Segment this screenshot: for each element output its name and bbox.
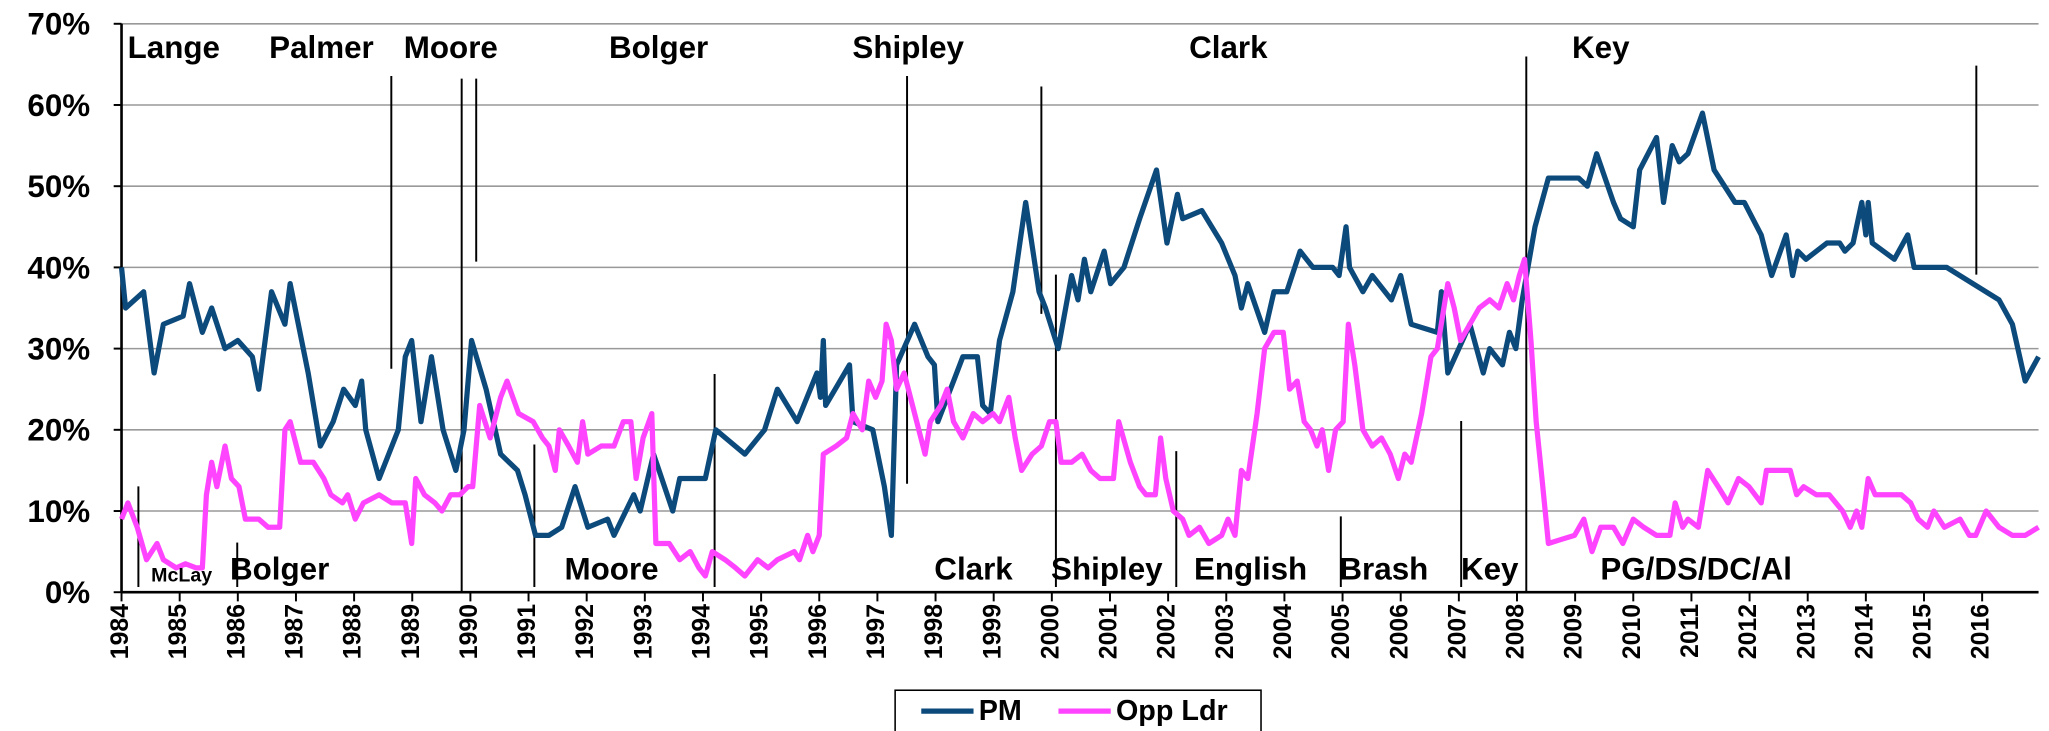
y-tick-label: 10%: [27, 494, 90, 529]
legend-label: Opp Ldr: [1116, 695, 1228, 727]
x-tick-label: 2006: [1386, 604, 1413, 659]
x-tick-label: 1987: [282, 604, 309, 659]
leader-label: Shipley: [852, 30, 964, 65]
x-tick-label: 1993: [630, 604, 657, 659]
x-tick-label: 2000: [1037, 604, 1064, 659]
y-tick-label: 50%: [27, 169, 90, 204]
leader-label: PG/DS/DC/Al: [1600, 552, 1792, 587]
x-tick-label: 2009: [1561, 604, 1588, 659]
x-tick-label: 2012: [1735, 604, 1762, 659]
x-tick-label: 2001: [1096, 604, 1123, 659]
leader-label: English: [1194, 552, 1307, 587]
x-tick-label: 1992: [572, 604, 599, 659]
y-tick-label: 40%: [27, 250, 90, 285]
series-line: [118, 110, 2041, 538]
leader-label: Bolger: [609, 30, 708, 65]
series-line: [119, 256, 2040, 579]
x-tick-label: 2011: [1677, 604, 1704, 658]
leader-label: Clark: [934, 552, 1013, 587]
x-tick-label: 2010: [1619, 604, 1646, 659]
x-tick-label: 1997: [863, 604, 890, 659]
x-tick-label: 1984: [107, 604, 134, 659]
leader-label: Moore: [404, 30, 498, 65]
leader-label: Bolger: [230, 552, 329, 587]
leader-label: Lange: [128, 30, 220, 65]
y-tick-label: 30%: [27, 332, 90, 367]
leader-label: Shipley: [1051, 552, 1163, 587]
x-tick-label: 1994: [689, 604, 716, 659]
plot: [118, 56, 2041, 593]
leader-label: Moore: [565, 552, 659, 587]
x-tick-label: 1998: [921, 604, 948, 659]
legend: PM Opp Ldr: [894, 689, 1262, 731]
leader-label: Palmer: [269, 30, 374, 65]
x-tick-label: 1989: [398, 604, 425, 659]
x-tick-label: 1985: [165, 604, 192, 659]
x-tick-label: 2002: [1154, 604, 1181, 659]
x-tick-label: 2016: [1968, 604, 1995, 659]
x-tick-label: 1988: [340, 604, 367, 659]
x-tick-label: 2015: [1910, 604, 1937, 659]
y-tick-label: 60%: [27, 88, 90, 123]
x-tick-label: 2008: [1503, 604, 1530, 659]
y-tick-label: 20%: [27, 413, 90, 448]
leader-label: McLay: [151, 565, 212, 587]
x-tick-label: 1986: [223, 604, 250, 659]
x-tick-label: 2005: [1328, 604, 1355, 659]
y-tick-label: 0%: [45, 575, 90, 610]
x-tick-label: 2007: [1444, 604, 1471, 659]
x-tick-label: 1991: [514, 604, 541, 659]
x-tick-label: 1996: [805, 604, 832, 659]
x-tick-label: 2003: [1212, 604, 1239, 659]
x-tick-label: 1999: [979, 604, 1006, 659]
x-tick-label: 2014: [1851, 604, 1878, 659]
legend-label: PM: [979, 695, 1022, 727]
x-tick-label: 2004: [1270, 604, 1297, 659]
leader-label: Brash: [1339, 552, 1428, 587]
x-tick-label: 2013: [1793, 604, 1820, 659]
x-tick-label: 1990: [456, 604, 483, 659]
grid: [113, 22, 2039, 602]
leader-label: Key: [1461, 552, 1519, 587]
x-tick-label: 1995: [747, 604, 774, 659]
leader-label: Clark: [1189, 30, 1268, 65]
leader-label: Key: [1572, 30, 1630, 65]
y-tick-label: 70%: [27, 7, 90, 42]
